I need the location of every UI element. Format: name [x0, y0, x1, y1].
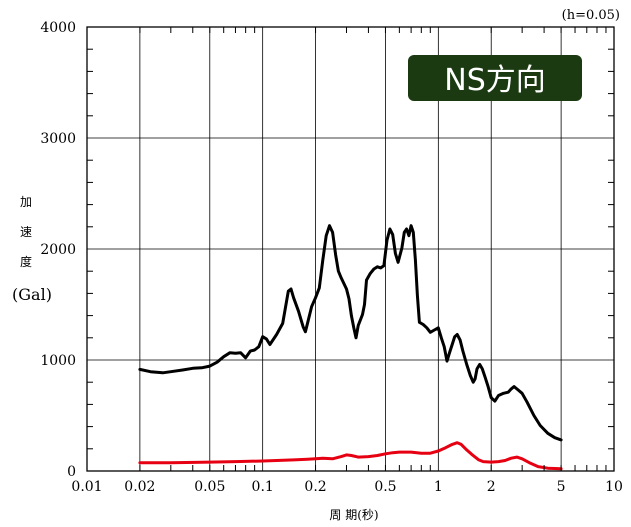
y-tick-label: 3000: [40, 131, 76, 147]
y-tick-label: 0: [67, 464, 76, 480]
y-tick-label: 2000: [40, 242, 76, 258]
x-tick-label: 10: [605, 479, 623, 495]
plot-frame: [86, 26, 615, 472]
x-tick-label: 5: [557, 479, 566, 495]
y-axis-label-unit: (Gal): [12, 285, 52, 304]
x-tick-label: 1: [434, 479, 443, 495]
direction-badge-label: NS方向: [444, 63, 545, 98]
x-tick-label: 0.01: [71, 479, 102, 495]
y-tick-label: 1000: [40, 353, 76, 369]
series-layer: [138, 224, 563, 471]
x-tick-label: 2: [487, 479, 496, 495]
damping-note: (h=0.05): [562, 8, 620, 23]
y-axis-label-char-2: 速: [20, 225, 32, 239]
direction-badge: NS方向: [408, 55, 582, 101]
y-axis-label-char-3: 度: [20, 254, 32, 269]
x-tick-label: 0.05: [194, 479, 225, 495]
x-tick-label: 0.02: [124, 479, 155, 495]
direction-badge-background: [408, 55, 582, 101]
x-tick-label: 0.2: [304, 479, 326, 495]
y-axis-label-char-1: 加: [20, 195, 32, 209]
ticks: 0.01 0.02 0.05 0.1 0.2 0.5 1 2 5 10 0 1000 2000 3000 4…: [40, 20, 623, 495]
x-tick-label: 0.1: [252, 479, 274, 495]
x-axis-label: 周 期(秒): [329, 508, 378, 522]
series-line-2: [138, 441, 563, 471]
y-tick-label: 4000: [40, 20, 76, 36]
series-line-1: [138, 224, 563, 442]
x-tick-label: 0.5: [374, 479, 396, 495]
